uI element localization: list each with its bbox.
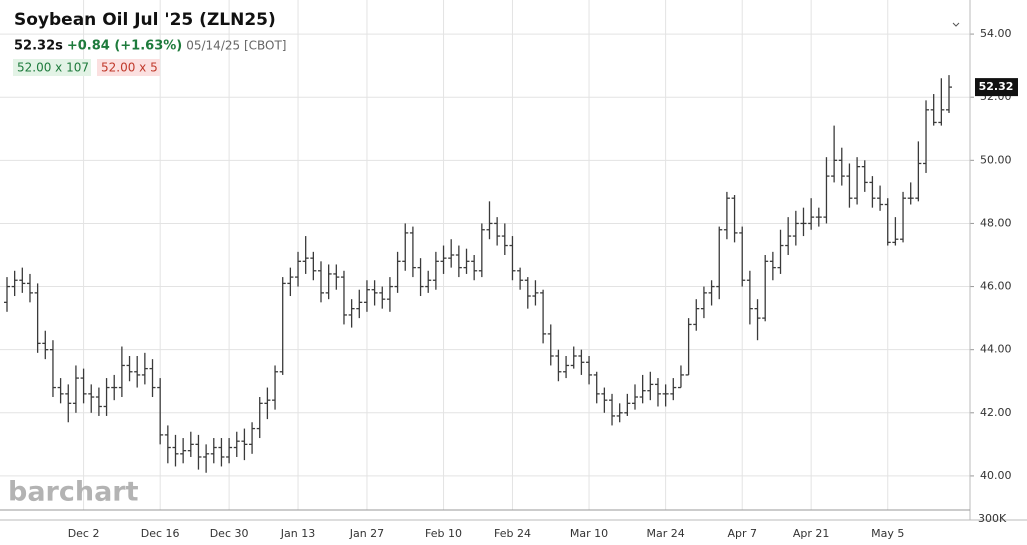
x-tick-label: Feb 10 [425,527,462,540]
y-tick-label: 48.00 [980,216,1012,229]
x-tick-label: Mar 24 [647,527,685,540]
x-tick-label: Dec 16 [141,527,180,540]
x-tick-label: Dec 30 [210,527,249,540]
bid-box [13,59,91,76]
last-price-tag [975,78,1018,97]
price-change: +0.84 (+1.63%) [67,39,182,54]
y-tick-label: 54.00 [980,27,1012,40]
x-tick-label: Dec 2 [68,527,100,540]
x-tick-label: Jan 13 [280,527,315,540]
ask-box [97,59,160,76]
x-tick-label: Jan 27 [349,527,384,540]
volume-label: 300K [978,512,1007,525]
x-tick-label: Apr 21 [793,527,830,540]
x-tick-label: Feb 24 [494,527,531,540]
x-tick-label: Apr 7 [727,527,757,540]
y-tick-label: 40.00 [980,469,1012,482]
watermark: barchart [8,477,139,508]
tag-layer: 52.32 [975,78,1018,97]
bid: 52.00 x 107 [17,61,89,75]
date-exchange: 05/14/25 [CBOT] [186,39,286,53]
chart-title: Soybean Oil Jul '25 (ZLN25) [14,10,276,30]
last-price: 52.32s [14,39,63,54]
ask: 52.00 x 5 [101,61,158,75]
y-tick-label: 46.00 [980,280,1012,293]
y-tick-label: 42.00 [980,406,1012,419]
y-tick-label: 50.00 [980,153,1012,166]
last-price-label: 52.32 [979,80,1014,93]
menu-caret[interactable] [952,22,960,27]
x-tick-label: May 5 [871,527,904,540]
x-tick-label: Mar 10 [570,527,608,540]
y-tick-label: 44.00 [980,343,1012,356]
bar-layer [4,75,952,473]
